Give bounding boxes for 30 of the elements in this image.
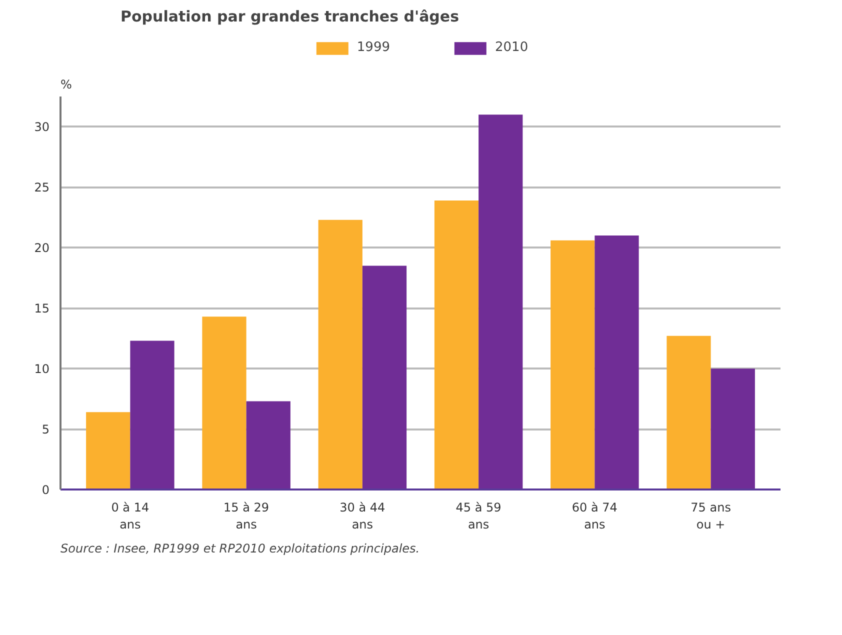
bar — [478, 114, 523, 490]
x-tick-label: 75 ans ou + — [690, 500, 731, 532]
bar — [434, 200, 479, 490]
legend-label: 1999 — [356, 40, 390, 55]
y-axis-title: % — [60, 78, 72, 92]
y-tick-label: 30 — [34, 120, 50, 134]
bar — [362, 266, 407, 490]
x-tick-label: 15 à 29 ans — [224, 500, 270, 532]
y-tick-label: 5 — [42, 422, 50, 437]
bar — [710, 368, 755, 490]
chart-title: Population par grandes tranches d'âges — [120, 8, 460, 26]
legend-label: 2010 — [495, 40, 528, 55]
y-tick-label: 0 — [42, 483, 50, 497]
x-tick-label: 30 à 44 ans — [340, 500, 386, 532]
source-note: Source : Insee, RP1999 et RP2010 exploitations principales. — [60, 542, 420, 556]
bar — [86, 412, 130, 490]
bar — [666, 336, 711, 490]
y-tick-label: 25 — [34, 180, 50, 195]
bar — [130, 340, 174, 490]
x-tick-label: 60 à 74 ans — [572, 500, 618, 532]
bar — [594, 236, 639, 490]
bar — [550, 240, 595, 490]
y-tick-label: 15 — [34, 302, 50, 316]
y-tick-label: 10 — [34, 362, 50, 376]
bar — [202, 316, 246, 490]
bar — [318, 220, 362, 490]
y-tick-label: 20 — [34, 241, 50, 256]
x-tick-label: 45 à 59 ans — [456, 500, 502, 532]
bar — [246, 401, 290, 490]
x-tick-label: 0 à 14 ans — [111, 500, 150, 532]
